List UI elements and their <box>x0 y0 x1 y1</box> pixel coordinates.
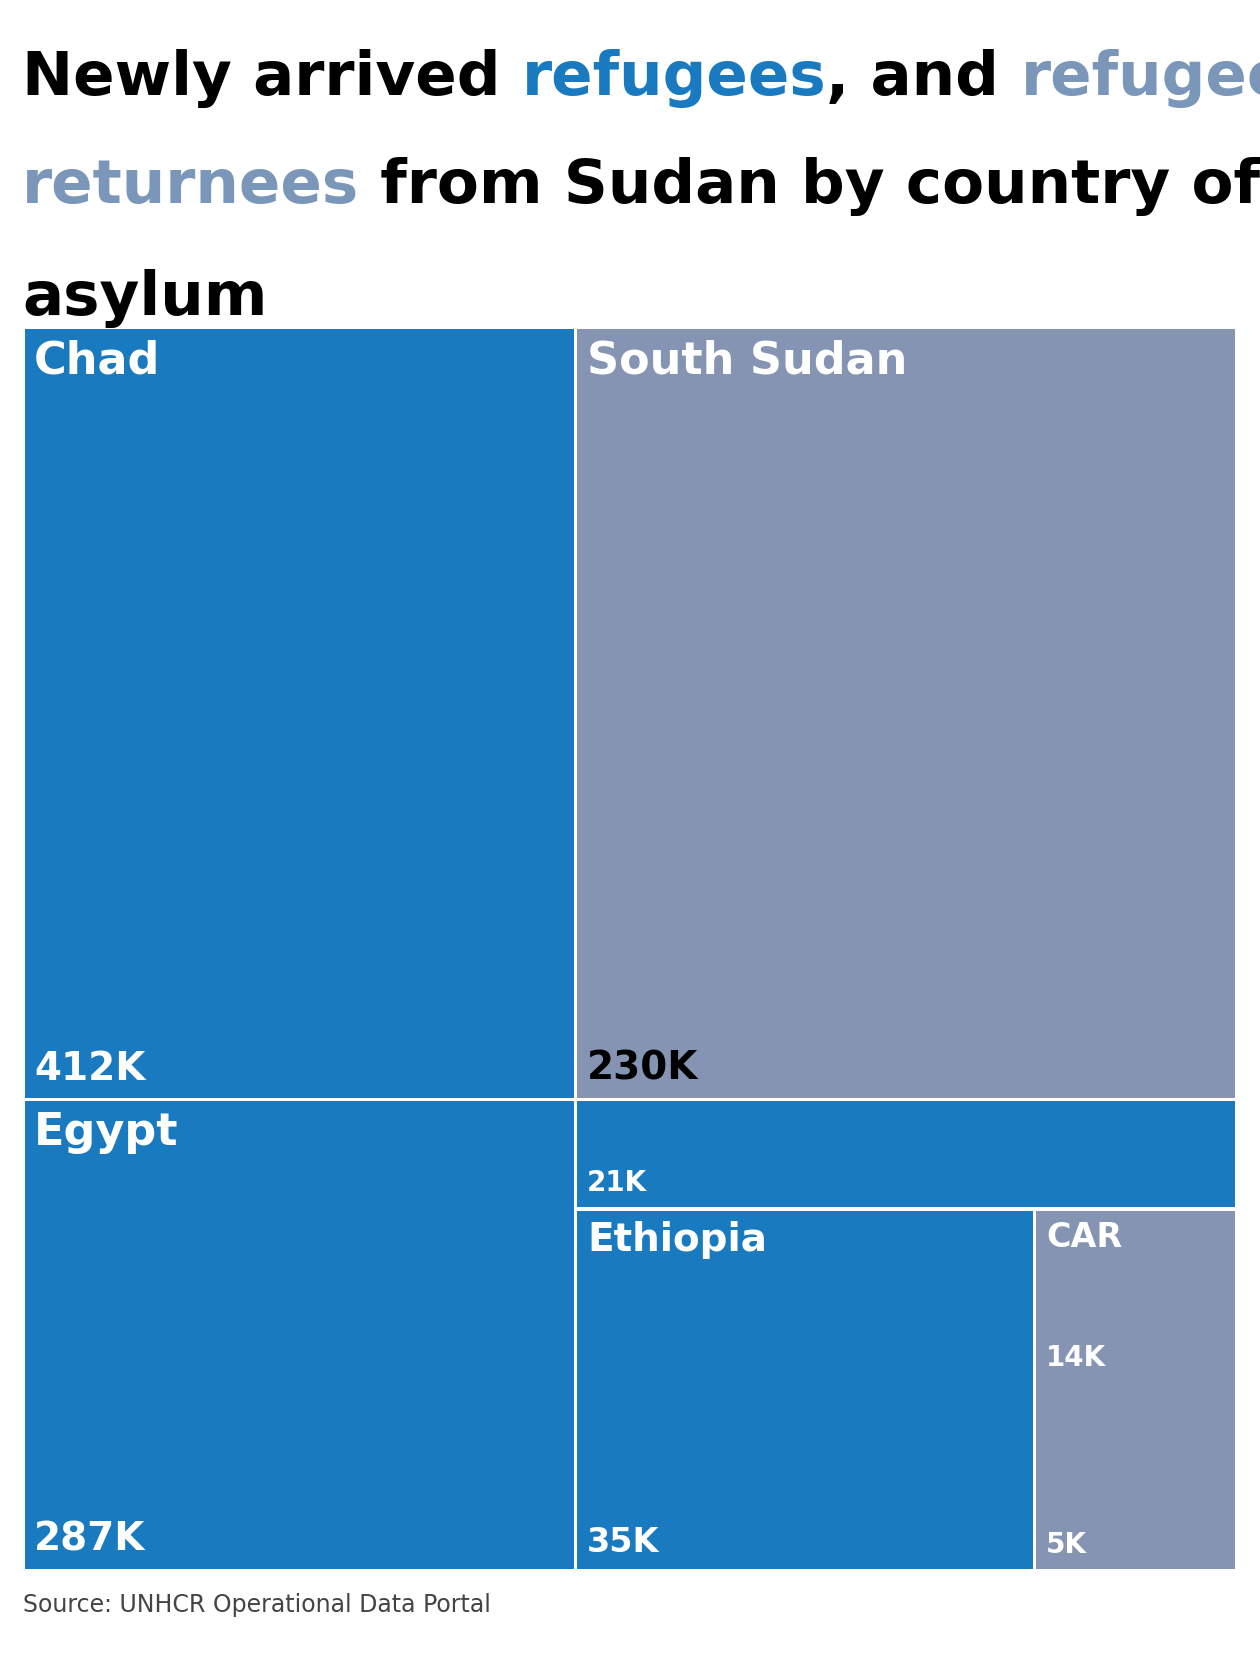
Text: from Sudan by country of: from Sudan by country of <box>359 158 1260 217</box>
Text: 287K: 287K <box>34 1520 146 1559</box>
Text: returnees: returnees <box>21 158 359 217</box>
Text: Egypt: Egypt <box>34 1112 179 1154</box>
Text: 412K: 412K <box>34 1050 146 1089</box>
Text: , and: , and <box>827 49 1021 108</box>
Bar <box>577 1102 1236 1208</box>
Text: refugees: refugees <box>522 49 827 108</box>
Bar <box>24 329 573 1097</box>
Text: South Sudan: South Sudan <box>587 339 907 383</box>
Text: 230K: 230K <box>587 1050 698 1089</box>
Bar <box>1036 1211 1236 1569</box>
Text: Chad: Chad <box>34 339 160 383</box>
Text: Source: UNHCR Operational Data Portal: Source: UNHCR Operational Data Portal <box>23 1593 490 1616</box>
Text: CAR: CAR <box>1046 1221 1123 1253</box>
Bar <box>577 329 1236 1097</box>
Text: 21K: 21K <box>587 1169 646 1198</box>
Bar <box>24 1102 573 1569</box>
Text: asylum: asylum <box>21 269 267 328</box>
Bar <box>577 1211 1033 1569</box>
Text: Ethiopia: Ethiopia <box>587 1221 767 1258</box>
Text: 5K: 5K <box>1046 1530 1087 1559</box>
Text: refugee: refugee <box>1021 49 1260 108</box>
Text: 14K: 14K <box>1046 1344 1106 1373</box>
Text: 35K: 35K <box>587 1525 659 1559</box>
Text: Newly arrived: Newly arrived <box>21 49 522 108</box>
